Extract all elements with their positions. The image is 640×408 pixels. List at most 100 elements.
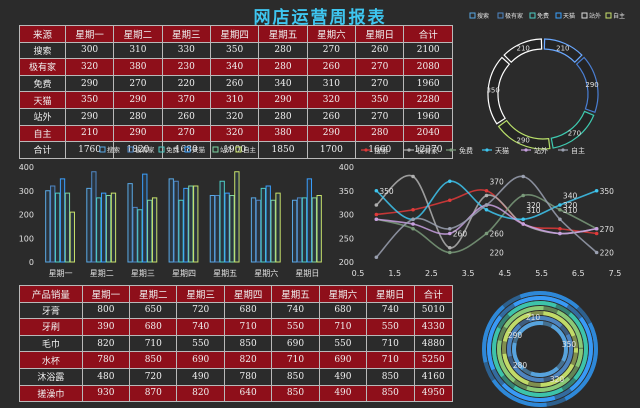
point-value-label: 220	[490, 249, 505, 258]
legend-label: 极有家	[505, 12, 523, 20]
bar	[292, 199, 298, 263]
table-header-row: 产品销量 星期一 星期二 星期三 星期四 星期五 星期六 星期日 合计	[19, 285, 454, 303]
point-value-label: 310	[563, 206, 578, 215]
legend-label: 站外	[589, 12, 601, 20]
table-cell: 490	[176, 367, 225, 386]
donut-slice	[503, 38, 543, 63]
legend-swatch	[364, 148, 368, 152]
legend-swatch	[555, 12, 562, 19]
ring-segment	[482, 291, 598, 407]
x-tick-label: 2.5	[425, 269, 438, 278]
table-cell: 220	[161, 74, 211, 93]
bar	[188, 185, 194, 263]
donut-value-label: 290	[517, 136, 530, 144]
table-cell: 740	[176, 318, 225, 336]
bar	[209, 195, 216, 263]
table-header-cell: 星期三	[161, 25, 211, 43]
legend-swatch	[212, 146, 219, 153]
table-row: 搓澡巾 930 870 820 640 850 490 850 4950	[19, 384, 454, 403]
point-value-label: 310	[526, 206, 541, 215]
table-cell: 搓澡巾	[19, 384, 83, 403]
x-tick-label: 0.5	[352, 269, 365, 278]
donut-value-label: 270	[568, 129, 581, 137]
table-cell: 390	[81, 318, 131, 336]
line-point	[411, 217, 415, 222]
legend-swatch	[581, 12, 588, 19]
line-point	[484, 203, 489, 207]
legend-label: 搜索	[374, 146, 388, 155]
table-cell: 1700	[306, 141, 357, 159]
table-cell: 490	[318, 367, 368, 386]
line-point	[558, 231, 562, 236]
point-value-label: 340	[563, 192, 578, 201]
table-cell: 极有家	[19, 58, 66, 76]
legend-label: 免费	[537, 12, 549, 20]
line-point	[411, 222, 415, 226]
table-cell: 820	[176, 384, 225, 403]
donut-slice	[487, 56, 511, 125]
table-cell: 自主	[19, 124, 66, 143]
table-cell: 290	[113, 91, 163, 109]
table-cell: 320	[209, 107, 260, 126]
table-cell: 350	[64, 91, 115, 109]
legend-label: 免费	[166, 145, 180, 154]
ring-segment	[492, 301, 588, 397]
table-header-cell: 星期二	[129, 285, 178, 303]
legend-swatch	[485, 148, 489, 152]
line-point	[374, 217, 379, 222]
bar	[219, 180, 225, 263]
bar	[301, 197, 308, 263]
legend-label: 自主	[613, 12, 625, 20]
legend-swatch	[184, 146, 191, 153]
ring-segment	[497, 306, 583, 392]
table-row: 自主 210 290 270 320 380 290 280 2040	[19, 124, 453, 143]
donut-value-label: 350	[486, 87, 499, 95]
table-header-cell: 产品销量	[19, 285, 83, 303]
x-tick-label: 星期五	[213, 269, 237, 278]
bar	[45, 190, 51, 263]
legend-label: 搜索	[477, 12, 489, 20]
table-cell: 260	[209, 74, 260, 93]
line-point	[558, 217, 562, 222]
legend-label: 自主	[243, 145, 257, 154]
legend-label: 极有家	[417, 146, 438, 155]
table-cell: 710	[318, 318, 368, 336]
y-tick-label: 400	[339, 163, 354, 172]
bar	[127, 183, 133, 263]
table-header-cell: 星期四	[223, 285, 273, 303]
table-cell: 820	[81, 334, 131, 353]
table-cell: 280	[258, 107, 308, 126]
x-tick-label: 星期四	[172, 269, 196, 278]
legend-label: 自主	[571, 146, 585, 155]
line-point	[374, 203, 379, 207]
legend-swatch	[469, 12, 476, 19]
legend-swatch	[524, 148, 528, 152]
line-point	[411, 174, 415, 179]
bar	[59, 178, 66, 263]
table-cell: 870	[129, 384, 178, 403]
table-cell: 1660	[355, 141, 405, 159]
table-cell: 850	[271, 367, 320, 386]
table-header-row: 来源 星期一 星期二 星期三 星期四 星期五 星期六 星期日 合计	[19, 25, 453, 43]
table-row: 站外 290 280 260 320 280 260 270 1960	[19, 107, 453, 126]
legend-label: 天猫	[563, 12, 575, 20]
bar	[91, 171, 97, 263]
x-tick-label: 4.5	[498, 269, 511, 278]
table-header-cell: 星期一	[64, 25, 115, 43]
table-cell: 320	[209, 124, 260, 143]
table-cell: 290	[64, 74, 115, 93]
table-cell: 290	[258, 91, 308, 109]
donut-slice	[497, 119, 551, 150]
table-row: 毛巾 820 710 550 850 690 550 710 4880	[19, 334, 454, 353]
point-value-label: 220	[600, 249, 615, 258]
bar	[270, 199, 276, 263]
bar-legend: 搜索 极有家 免费 天猫 站外 自主	[99, 145, 257, 154]
legend-label: 极有家	[135, 145, 155, 154]
table-cell: 12370	[403, 141, 453, 159]
table-cell: 230	[161, 58, 211, 76]
bar	[86, 187, 92, 263]
table-header-cell: 星期六	[306, 25, 357, 43]
bar	[255, 199, 262, 263]
donut-value-label: 210	[517, 45, 530, 53]
donut-value-label: 210	[556, 45, 569, 53]
